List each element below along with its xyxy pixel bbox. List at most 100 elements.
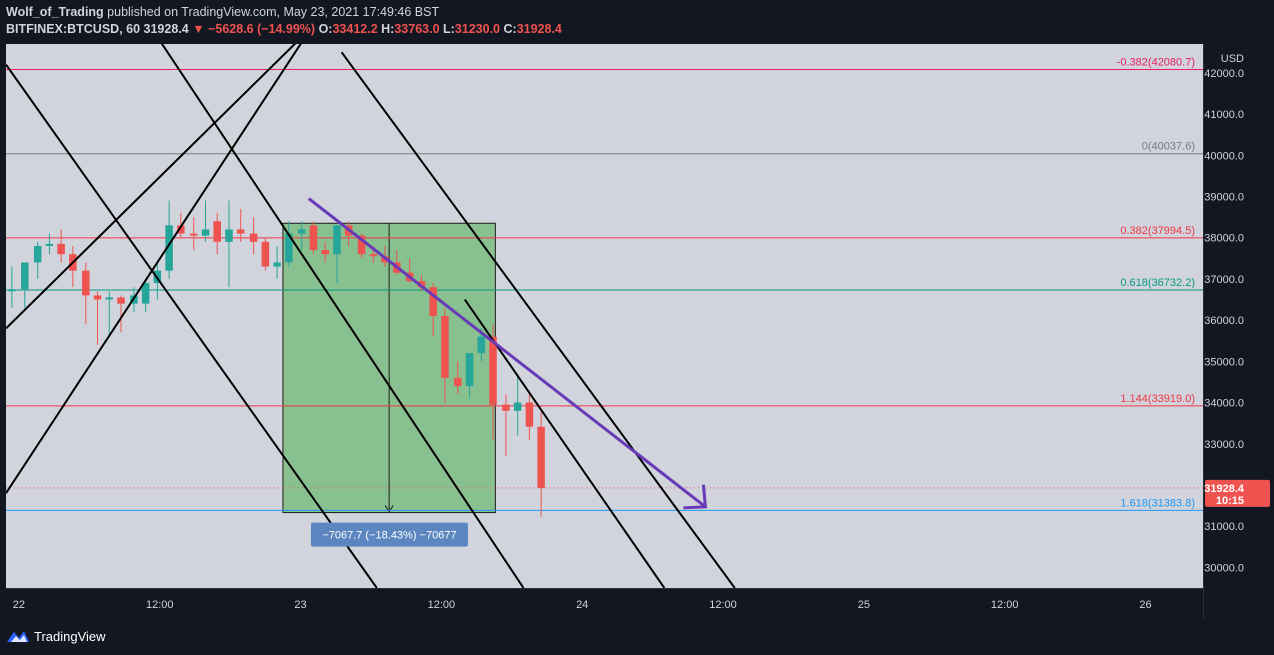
open-label: O: — [318, 22, 333, 36]
candle-body-4 — [57, 243, 65, 255]
fib-label-4: 1.144(33919.0) — [1120, 393, 1195, 405]
candle-body-15 — [190, 233, 198, 236]
candle-body-9 — [117, 297, 125, 304]
ohlc-line: BITFINEX:BTCUSD, 60 31928.4 ▼ −5628.6 (−… — [6, 22, 562, 36]
candle-body-41 — [502, 404, 510, 411]
candle-body-38 — [465, 353, 474, 387]
channel-line-1 — [6, 44, 302, 494]
footer — [0, 619, 1274, 655]
x-tick-label-5: 12:00 — [709, 599, 737, 611]
chart-area[interactable]: -0.382(42080.7) 0(40037.6) 0.382(37994.5) 0… — [6, 44, 1274, 619]
channel-line-2 — [6, 64, 378, 588]
candle-body-13 — [165, 225, 173, 271]
fib-label-5: 1.618(31383.8) — [1120, 497, 1195, 509]
candle-body-40 — [489, 336, 497, 405]
plot-background — [6, 44, 1203, 588]
x-tick-label-1: 12:00 — [146, 599, 174, 611]
tradingview-logo-icon[interactable] — [6, 628, 30, 644]
y-tick-label-0: 30000.0 — [1204, 562, 1244, 574]
high-value: 33763.0 — [394, 22, 440, 36]
y-tick-label-3: 33000.0 — [1204, 439, 1244, 451]
candle-body-43 — [525, 402, 534, 427]
close-value: 31928.4 — [516, 22, 562, 36]
x-tick-label-8: 26 — [1139, 599, 1151, 611]
publish-line: Wolf_of_Trading published on TradingView… — [6, 5, 439, 19]
candle-body-21 — [261, 241, 270, 267]
trend-arrow-head — [683, 484, 708, 510]
candle-body-19 — [236, 229, 245, 234]
price-axis-unit: USD — [1221, 53, 1244, 65]
channel-line-0 — [6, 44, 297, 330]
channel-line-5 — [464, 298, 666, 588]
trend-arrow-line — [307, 197, 707, 508]
x-tick-label-2: 23 — [294, 599, 306, 611]
y-tick-label-6: 36000.0 — [1204, 315, 1244, 327]
publish-info: published on TradingView.com, May 23, 20… — [107, 5, 440, 19]
x-tick-label-6: 25 — [858, 599, 870, 611]
y-tick-label-12: 42000.0 — [1204, 68, 1244, 80]
tradingview-brand[interactable]: TradingView — [34, 629, 106, 644]
y-tick-label-1: 31000.0 — [1204, 521, 1244, 533]
candle-body-36 — [441, 316, 449, 378]
high-label: H: — [381, 22, 395, 36]
candle-body-23 — [285, 233, 293, 263]
candle-body-0 — [8, 289, 16, 292]
chart-header: Wolf_of_Trading published on TradingView… — [0, 0, 1274, 44]
candle-body-6 — [82, 270, 90, 296]
x-tick-label-3: 12:00 — [428, 599, 456, 611]
candle-body-25 — [309, 225, 318, 251]
candle-body-44 — [537, 426, 545, 488]
current-price-tag — [1205, 479, 1270, 507]
candle-body-30 — [369, 254, 378, 257]
channel-line-3 — [160, 44, 525, 588]
candle-body-22 — [273, 262, 281, 267]
last-price: 31928.4 — [143, 22, 189, 36]
candle-body-24 — [297, 229, 306, 234]
current-price-countdown: 10:15 — [1216, 495, 1244, 507]
symbol-label[interactable]: BITFINEX:BTCUSD, 60 — [6, 22, 141, 36]
measure-label-box — [310, 522, 468, 547]
y-tick-label-7: 37000.0 — [1204, 274, 1244, 286]
candle-body-7 — [93, 295, 102, 300]
open-value: 33412.2 — [332, 22, 378, 36]
low-value: 31230.0 — [454, 22, 501, 36]
channel-line-4 — [340, 51, 736, 588]
candle-body-14 — [177, 225, 185, 234]
candle-body-20 — [249, 233, 258, 242]
x-tick-label-7: 12:00 — [991, 599, 1019, 611]
y-tick-label-11: 41000.0 — [1204, 109, 1244, 121]
time-axis — [6, 588, 1203, 619]
candle-body-1 — [21, 262, 29, 290]
y-tick-label-9: 39000.0 — [1204, 191, 1244, 203]
price-chart[interactable]: -0.382(42080.7) 0(40037.6) 0.382(37994.5) 0… — [6, 44, 1274, 619]
y-tick-label-5: 35000.0 — [1204, 356, 1244, 368]
x-tick-label-0: 22 — [13, 599, 25, 611]
candle-body-16 — [201, 229, 210, 236]
candle-body-39 — [477, 336, 486, 354]
fib-label-3: 0.618(36732.2) — [1120, 277, 1195, 289]
candle-body-29 — [357, 235, 366, 255]
price-axis — [1203, 44, 1274, 619]
low-label: L: — [443, 22, 455, 36]
author-name[interactable]: Wolf_of_Trading — [6, 5, 104, 19]
candle-body-11 — [141, 283, 150, 304]
y-tick-label-10: 40000.0 — [1204, 150, 1244, 162]
candle-body-35 — [429, 287, 437, 316]
fib-label-0: -0.382(42080.7) — [1117, 57, 1195, 69]
down-arrow-icon: ▼ — [192, 22, 205, 36]
candle-body-3 — [45, 243, 54, 246]
candle-body-17 — [213, 221, 221, 242]
plot-layer: -0.382(42080.7) 0(40037.6) 0.382(37994.5) 0… — [6, 44, 1203, 588]
candle-body-2 — [33, 245, 42, 263]
candle-body-26 — [321, 250, 329, 255]
candle-body-18 — [225, 229, 233, 242]
x-tick-label-4: 24 — [576, 599, 588, 611]
y-tick-label-4: 34000.0 — [1204, 398, 1244, 410]
candle-body-27 — [333, 225, 341, 255]
close-label: C: — [503, 22, 517, 36]
candle-body-37 — [454, 377, 462, 387]
candle-body-34 — [417, 280, 426, 288]
y-tick-label-8: 38000.0 — [1204, 233, 1244, 245]
fib-label-2: 0.382(37994.5) — [1120, 225, 1195, 237]
price-change: −5628.6 (−14.99%) — [208, 22, 316, 36]
